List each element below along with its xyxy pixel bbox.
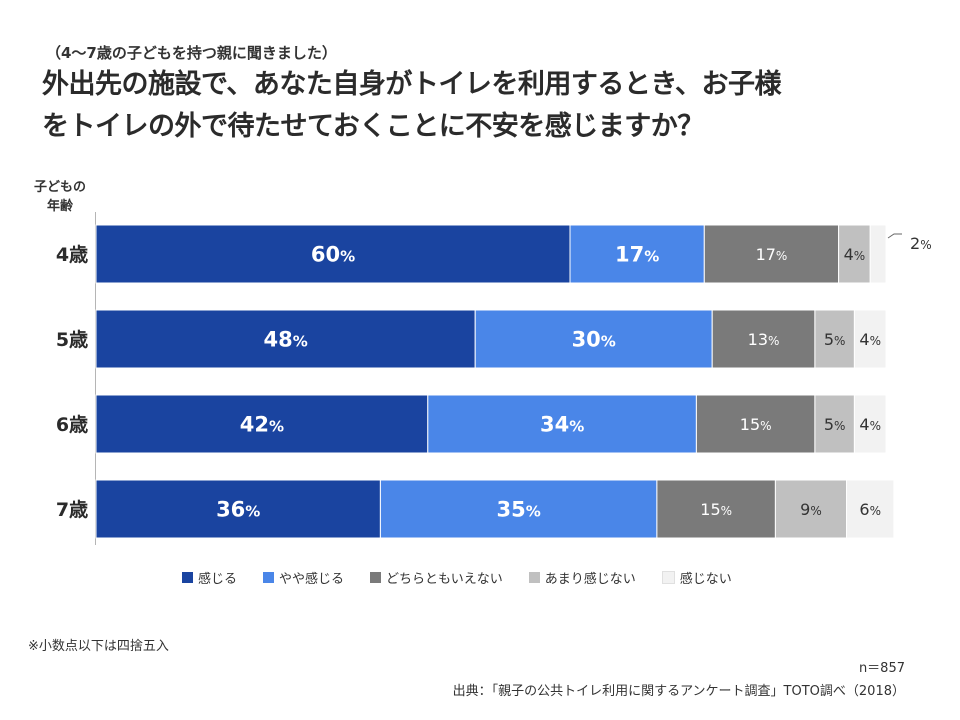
source-citation: 出典：「親子の公共トイレ利用に関するアンケート調査」TOTO調べ（2018）	[452, 684, 905, 699]
bar-segment	[695, 394, 816, 454]
bar-segment	[474, 309, 713, 369]
bar-segment	[379, 479, 658, 539]
legend-item: あまり感じない	[528, 568, 636, 587]
chart-subtitle: （4〜7歳の子どもを持つ親に聞きました）	[46, 44, 337, 62]
legend-item: 感じる	[182, 568, 237, 587]
data-label: 60%	[311, 243, 355, 267]
y-axis-header-line-1: 子どもの	[33, 180, 86, 195]
legend-swatch	[528, 572, 540, 583]
bar-segment	[846, 479, 895, 539]
leader-line	[887, 233, 902, 239]
legend-label: やや感じる	[279, 572, 345, 587]
category-label: 6歳	[56, 414, 88, 436]
bar-segment	[95, 394, 429, 454]
data-label: 17%	[615, 243, 659, 267]
data-label: 35%	[497, 498, 541, 522]
data-label: 15%	[700, 500, 732, 519]
bar-segment	[853, 394, 887, 454]
legend-label: 感じる	[198, 572, 238, 587]
y-axis-header-line-2: 年齢	[46, 199, 73, 214]
data-label: 5%	[824, 415, 846, 434]
data-label: 5%	[824, 330, 846, 349]
legend-item: どちらともいえない	[370, 568, 503, 587]
chart-title: 外出先の施設で、あなた自身がトイレを利用するとき、お子様 をトイレの外で待たせて…	[42, 64, 942, 148]
data-label: 4%	[859, 415, 881, 434]
bar-segment	[427, 394, 697, 454]
bar-segment	[814, 394, 855, 454]
bar-segment	[95, 224, 571, 284]
data-label: 4%	[844, 245, 866, 264]
data-label: 4%	[859, 330, 881, 349]
bar-segment	[869, 224, 887, 284]
stacked-bar-chart: 4歳 60% 17% 17% 4% 2% 5歳 48% 30% 13% 5% 4% 6歳 42% 34% 15…	[56, 212, 932, 545]
bar-segment	[711, 309, 816, 369]
bar-segment	[814, 309, 855, 369]
category-label: 7歳	[56, 499, 88, 521]
legend-label: あまり感じない	[544, 572, 636, 587]
data-label: 2%	[910, 234, 932, 253]
bar-segment	[838, 224, 871, 284]
data-label: 42%	[240, 413, 284, 437]
legend-swatch	[263, 572, 275, 583]
chart-title-line-2: をトイレの外で待たせておくことに不安を感じますか？	[42, 111, 704, 142]
legend-item: やや感じる	[263, 568, 344, 587]
data-label: 17%	[756, 245, 788, 264]
chart-legend: 感じる やや感じる どちらともいえない あまり感じない 感じない	[182, 568, 758, 587]
data-label: 48%	[263, 328, 307, 352]
sample-size: n＝857	[858, 661, 905, 676]
legend-swatch	[182, 572, 193, 583]
chart-title-line-1: 外出先の施設で、あなた自身がトイレを利用するとき、お子様	[42, 69, 782, 100]
data-label: 15%	[740, 415, 772, 434]
y-axis-header: 子どもの 年齢	[20, 178, 100, 216]
legend-label: どちらともいえない	[386, 572, 503, 587]
legend-swatch	[370, 572, 382, 583]
data-label: 6%	[859, 500, 881, 519]
data-label: 9%	[800, 500, 822, 519]
legend-swatch	[661, 571, 675, 584]
data-label: 30%	[572, 328, 616, 352]
rounding-note: ※小数点以下は四捨五入	[28, 639, 169, 654]
data-label: 36%	[216, 498, 260, 522]
legend-item: 感じない	[661, 568, 732, 587]
data-label: 13%	[748, 330, 780, 349]
legend-label: 感じない	[679, 572, 732, 587]
data-label: 34%	[540, 413, 584, 437]
bar-segment	[853, 309, 887, 369]
category-label: 5歳	[56, 329, 88, 351]
category-label: 4歳	[56, 244, 88, 266]
bar-segment	[95, 479, 381, 539]
